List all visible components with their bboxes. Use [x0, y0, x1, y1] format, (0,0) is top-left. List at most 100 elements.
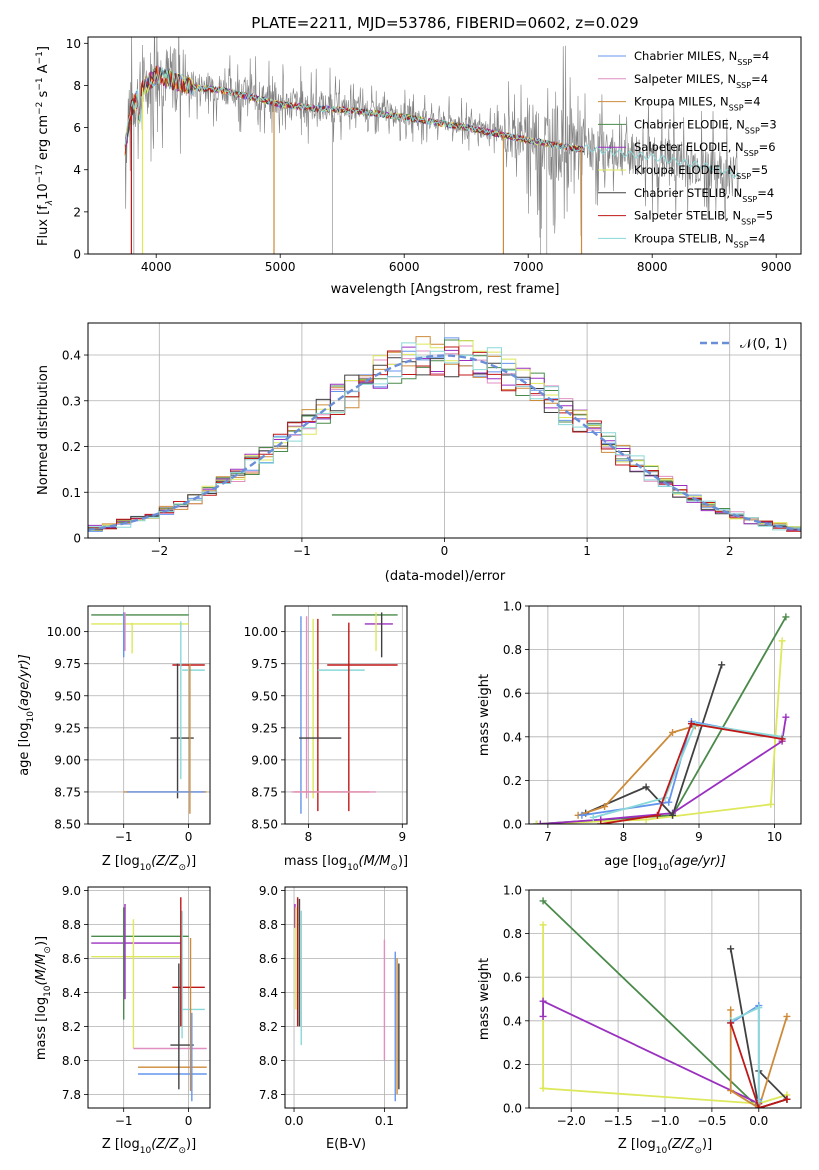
x-tick-label: 1 — [583, 544, 591, 558]
mass-weight-marker — [539, 1012, 547, 1020]
y-tick-label: 8.4 — [62, 986, 81, 1000]
mass-weight-marker — [782, 613, 790, 621]
y-tick-label: 0.0 — [503, 1102, 522, 1116]
model-spectrum-line — [124, 66, 585, 152]
label-part: mass [log — [284, 854, 347, 869]
axes-frame — [284, 886, 408, 1109]
x-tick-label: 8 — [620, 830, 628, 844]
y-tick-label: 9.0 — [62, 884, 81, 898]
mass-weight-marker — [755, 1104, 763, 1108]
x-tick-label: 8 — [305, 830, 313, 844]
label-part: )] — [34, 936, 49, 946]
label-part: = — [751, 72, 761, 86]
plot-area-mass-vs-ebv — [294, 897, 400, 1102]
mass-weight-marker — [782, 713, 790, 721]
y-tick-label: 8.50 — [251, 818, 278, 832]
y-tick-label: 6 — [73, 121, 81, 135]
y-tick-label: 1.0 — [503, 600, 522, 614]
mass-weight-marker — [727, 1006, 735, 1014]
model-spectrum-line — [583, 144, 740, 178]
mass-weight-marker — [669, 811, 677, 819]
x-tick-label: −1 — [293, 544, 311, 558]
y-tick-label: 8.8 — [62, 918, 81, 932]
mass-weight-line — [729, 1009, 788, 1108]
label-part: SSP — [745, 126, 760, 135]
label-part: = — [751, 163, 761, 177]
label-part: ⊙ — [178, 1146, 186, 1156]
label-part: (M/M — [359, 854, 391, 869]
y-tick-label: 0.4 — [503, 1014, 522, 1028]
mass-weight-marker — [727, 1019, 735, 1027]
y-axis-label: mass weight — [477, 958, 492, 1040]
label-part: Z [log — [102, 854, 140, 869]
label-part: (Z/Z — [667, 1137, 695, 1152]
y-tick-label: 8.2 — [62, 1020, 81, 1034]
x-tick-label: 5000 — [265, 260, 296, 274]
label-part: age [log — [604, 854, 657, 869]
x-tick-label: 6000 — [389, 260, 420, 274]
x-tick-label: 2 — [726, 544, 734, 558]
y-tick-label: 0.2 — [503, 774, 522, 788]
mass-weight-marker — [578, 811, 586, 819]
label-part: age [log — [17, 723, 32, 776]
y-tick-label: 0.8 — [503, 927, 522, 941]
label-part: = — [756, 209, 766, 223]
panel-age-vs-mass: 8 9 8.50 8.75 9.00 9.25 9.50 9.75 10.00 mass [log… — [244, 605, 408, 873]
label-part: mass [log — [34, 997, 49, 1060]
label-part: SSP — [736, 172, 751, 181]
legend-label: Salpeter STELIB, NSSP=5 — [634, 209, 773, 227]
label-part: λ — [45, 200, 55, 206]
label-part: , — [729, 117, 736, 131]
label-part: Salpeter STELIB — [634, 209, 725, 223]
y-tick-label: 9.00 — [251, 753, 278, 767]
legend-label: Kroupa MILES, NSSP=4 — [634, 95, 761, 113]
label-part: erg cm — [36, 115, 51, 164]
y-axis-label: mass weight — [477, 674, 492, 756]
y-tick-label: 0 — [73, 248, 81, 262]
y-tick-label: 0.4 — [62, 349, 81, 363]
x-axis-label: mass [log10(M/M⊙)] — [284, 854, 408, 873]
label-part: −17 — [35, 164, 45, 183]
y-tick-label: 0.3 — [62, 394, 81, 408]
x-tick-label: −0.5 — [697, 1114, 726, 1128]
label-part: SSP — [741, 217, 756, 226]
label-part: N — [736, 117, 745, 131]
mass-weight-line — [577, 725, 696, 817]
mass-weight-line — [600, 722, 783, 824]
plot-area-residuals — [88, 336, 801, 532]
label-part: N — [727, 163, 736, 177]
y-tick-label: 0.8 — [503, 643, 522, 657]
label-part: 4 — [767, 186, 774, 200]
label-part: mass weight — [477, 958, 492, 1040]
label-part: 3 — [769, 117, 776, 131]
label-part: (age/yr)] — [17, 654, 32, 711]
y-tick-label: 7.8 — [259, 1088, 278, 1102]
y-tick-label: 9.25 — [251, 721, 278, 735]
label-part: , — [713, 95, 720, 109]
x-tick-label: 7000 — [513, 260, 544, 274]
label-part: N — [729, 49, 738, 63]
mass-weight-line — [592, 722, 783, 819]
label-part: )] — [398, 854, 408, 869]
mass-weight-marker — [783, 1095, 791, 1103]
label-part: 4 — [762, 49, 769, 63]
x-tick-label: 4000 — [141, 260, 172, 274]
label-part: , — [720, 72, 727, 86]
label-part: SSP — [737, 58, 752, 67]
mass-weight-marker — [783, 1012, 791, 1020]
label-part: (Z/Z — [151, 854, 179, 869]
label-part: Kroupa ELODIE — [634, 163, 720, 177]
label-part: ⊙ — [694, 1146, 702, 1156]
legend-label: 𝒩(0, 1) — [740, 337, 787, 352]
x-axis-label: Z [log10(Z/Z⊙)] — [618, 1137, 712, 1156]
y-tick-label: 9.50 — [54, 689, 81, 703]
mass-weight-marker — [597, 820, 605, 824]
mass-weight-marker — [778, 735, 786, 743]
y-tick-label: 2 — [73, 205, 81, 219]
legend-label: Kroupa STELIB, NSSP=4 — [634, 231, 766, 249]
x-tick-label: 0 — [441, 544, 449, 558]
x-tick-label: 0.0 — [749, 1114, 768, 1128]
label-part: (Z/Z — [151, 1137, 179, 1152]
label-part: 10 — [140, 863, 152, 873]
